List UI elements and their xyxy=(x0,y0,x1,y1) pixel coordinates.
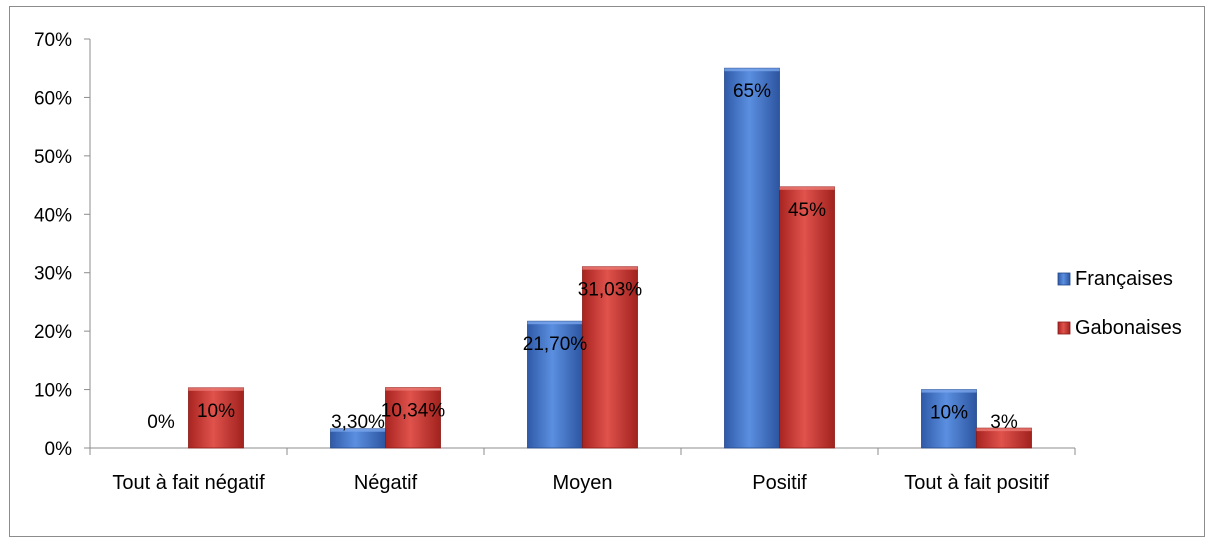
bars xyxy=(188,67,1032,449)
bar-francaises xyxy=(527,320,583,449)
data-label: 10% xyxy=(197,401,235,422)
y-tick-label: 0% xyxy=(45,439,73,460)
bar-gabonaises xyxy=(188,387,244,449)
data-label: 21,70% xyxy=(523,334,588,355)
bar-top-highlight xyxy=(188,387,244,391)
y-tick-label: 70% xyxy=(34,30,72,51)
bar-gabonaises xyxy=(385,387,441,449)
bar-francaises xyxy=(724,67,780,449)
legend: Françaises Gabonaises xyxy=(1057,268,1182,339)
data-label: 65% xyxy=(733,81,771,102)
data-label: 3,30% xyxy=(331,412,385,433)
y-tick-label: 20% xyxy=(34,322,72,343)
x-tick-label: Tout à fait négatif xyxy=(112,472,265,494)
bar-gabonaises xyxy=(582,266,638,449)
y-tick-label: 30% xyxy=(34,264,72,285)
legend-swatch-gabonaises xyxy=(1057,321,1071,335)
bar-gabonaises xyxy=(779,186,835,449)
data-label: 0% xyxy=(147,412,175,433)
legend-label-francaises: Françaises xyxy=(1075,268,1173,290)
x-tick-label: Tout à fait positif xyxy=(904,472,1049,494)
x-tick-label: Positif xyxy=(752,472,807,494)
y-tick-label: 40% xyxy=(34,205,72,226)
y-tick-label: 10% xyxy=(34,381,72,402)
x-tick-label: Négatif xyxy=(354,472,418,494)
bar-top-highlight xyxy=(385,387,441,391)
bar-top-highlight xyxy=(527,321,583,325)
legend-label-gabonaises: Gabonaises xyxy=(1075,317,1182,339)
data-label: 3% xyxy=(990,412,1018,433)
y-tick-label: 60% xyxy=(34,88,72,109)
bar-top-highlight xyxy=(724,68,780,72)
bar-francaises xyxy=(921,389,977,449)
y-tick-label: 50% xyxy=(34,147,72,168)
data-labels: 0% 3,30% 21,70% 65% 10% 10% 10,34% 31,03% 45% 3% xyxy=(147,81,1018,433)
bar-top-highlight xyxy=(921,389,977,393)
legend-swatch-francaises xyxy=(1057,272,1071,286)
data-label: 31,03% xyxy=(578,280,643,301)
data-label: 45% xyxy=(788,200,826,221)
bar-top-highlight xyxy=(582,266,638,270)
bar-top-highlight xyxy=(779,186,835,190)
x-tick-label: Moyen xyxy=(552,472,612,494)
data-label: 10,34% xyxy=(381,401,446,422)
data-label: 10% xyxy=(930,403,968,424)
bar-top-highlight xyxy=(976,428,1032,432)
axes: 0% 10% 20% 30% 40% 50% 60% 70% Tout à fait négat… xyxy=(34,30,1076,494)
bar-top-highlight xyxy=(330,428,386,432)
